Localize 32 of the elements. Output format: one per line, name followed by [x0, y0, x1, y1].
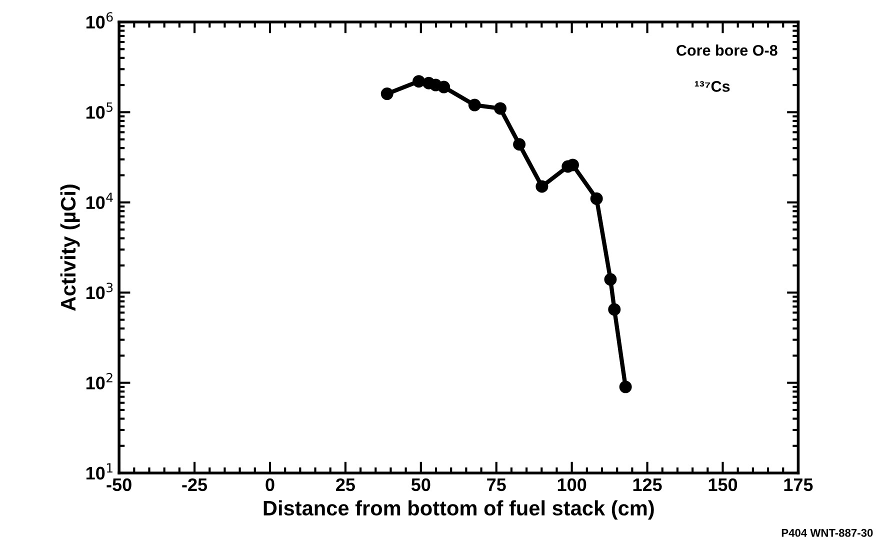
point — [438, 80, 450, 94]
y-tick-label: 10$^{3}$ — [86, 282, 113, 300]
x-tick-label: 150 — [708, 478, 738, 492]
x-tick-label: 0 — [266, 478, 274, 492]
y-tick-label: 10$^{6}$ — [86, 12, 113, 29]
annotation: ¹³⁷Cs — [694, 81, 730, 92]
point — [412, 75, 426, 88]
text: P404 WNT-887-30 — [782, 528, 873, 537]
y-axis-title: Activity (µCi) — [60, 184, 80, 311]
x-tick-label: -25 — [182, 478, 208, 492]
y-tick-label: 10$^{1}$ — [86, 463, 112, 480]
x-tick-label: 100 — [558, 478, 586, 492]
point — [494, 102, 507, 115]
y-tick-label: 10$^{4}$ — [86, 192, 113, 209]
point — [468, 98, 481, 112]
x-tick-label: 125 — [633, 478, 662, 492]
x-tick-label: 175 — [784, 478, 813, 492]
x-tick-label: -50 — [106, 478, 132, 492]
point — [536, 180, 548, 193]
point — [619, 380, 632, 394]
x-axis-title: Distance from bottom of fuel stack (cm) — [264, 500, 654, 520]
x-tick-label: 50 — [411, 478, 430, 492]
y-tick-label: 10$^{2}$ — [86, 372, 112, 390]
point — [513, 138, 526, 151]
point — [608, 303, 621, 316]
x-tick-label: 75 — [487, 478, 506, 492]
point — [590, 192, 603, 205]
x-tick-label: 25 — [336, 478, 355, 492]
annotation: Core bore O-8 — [676, 44, 778, 56]
point — [604, 273, 617, 286]
y-tick-label: 10$^{5}$ — [86, 102, 113, 119]
point — [380, 88, 394, 100]
